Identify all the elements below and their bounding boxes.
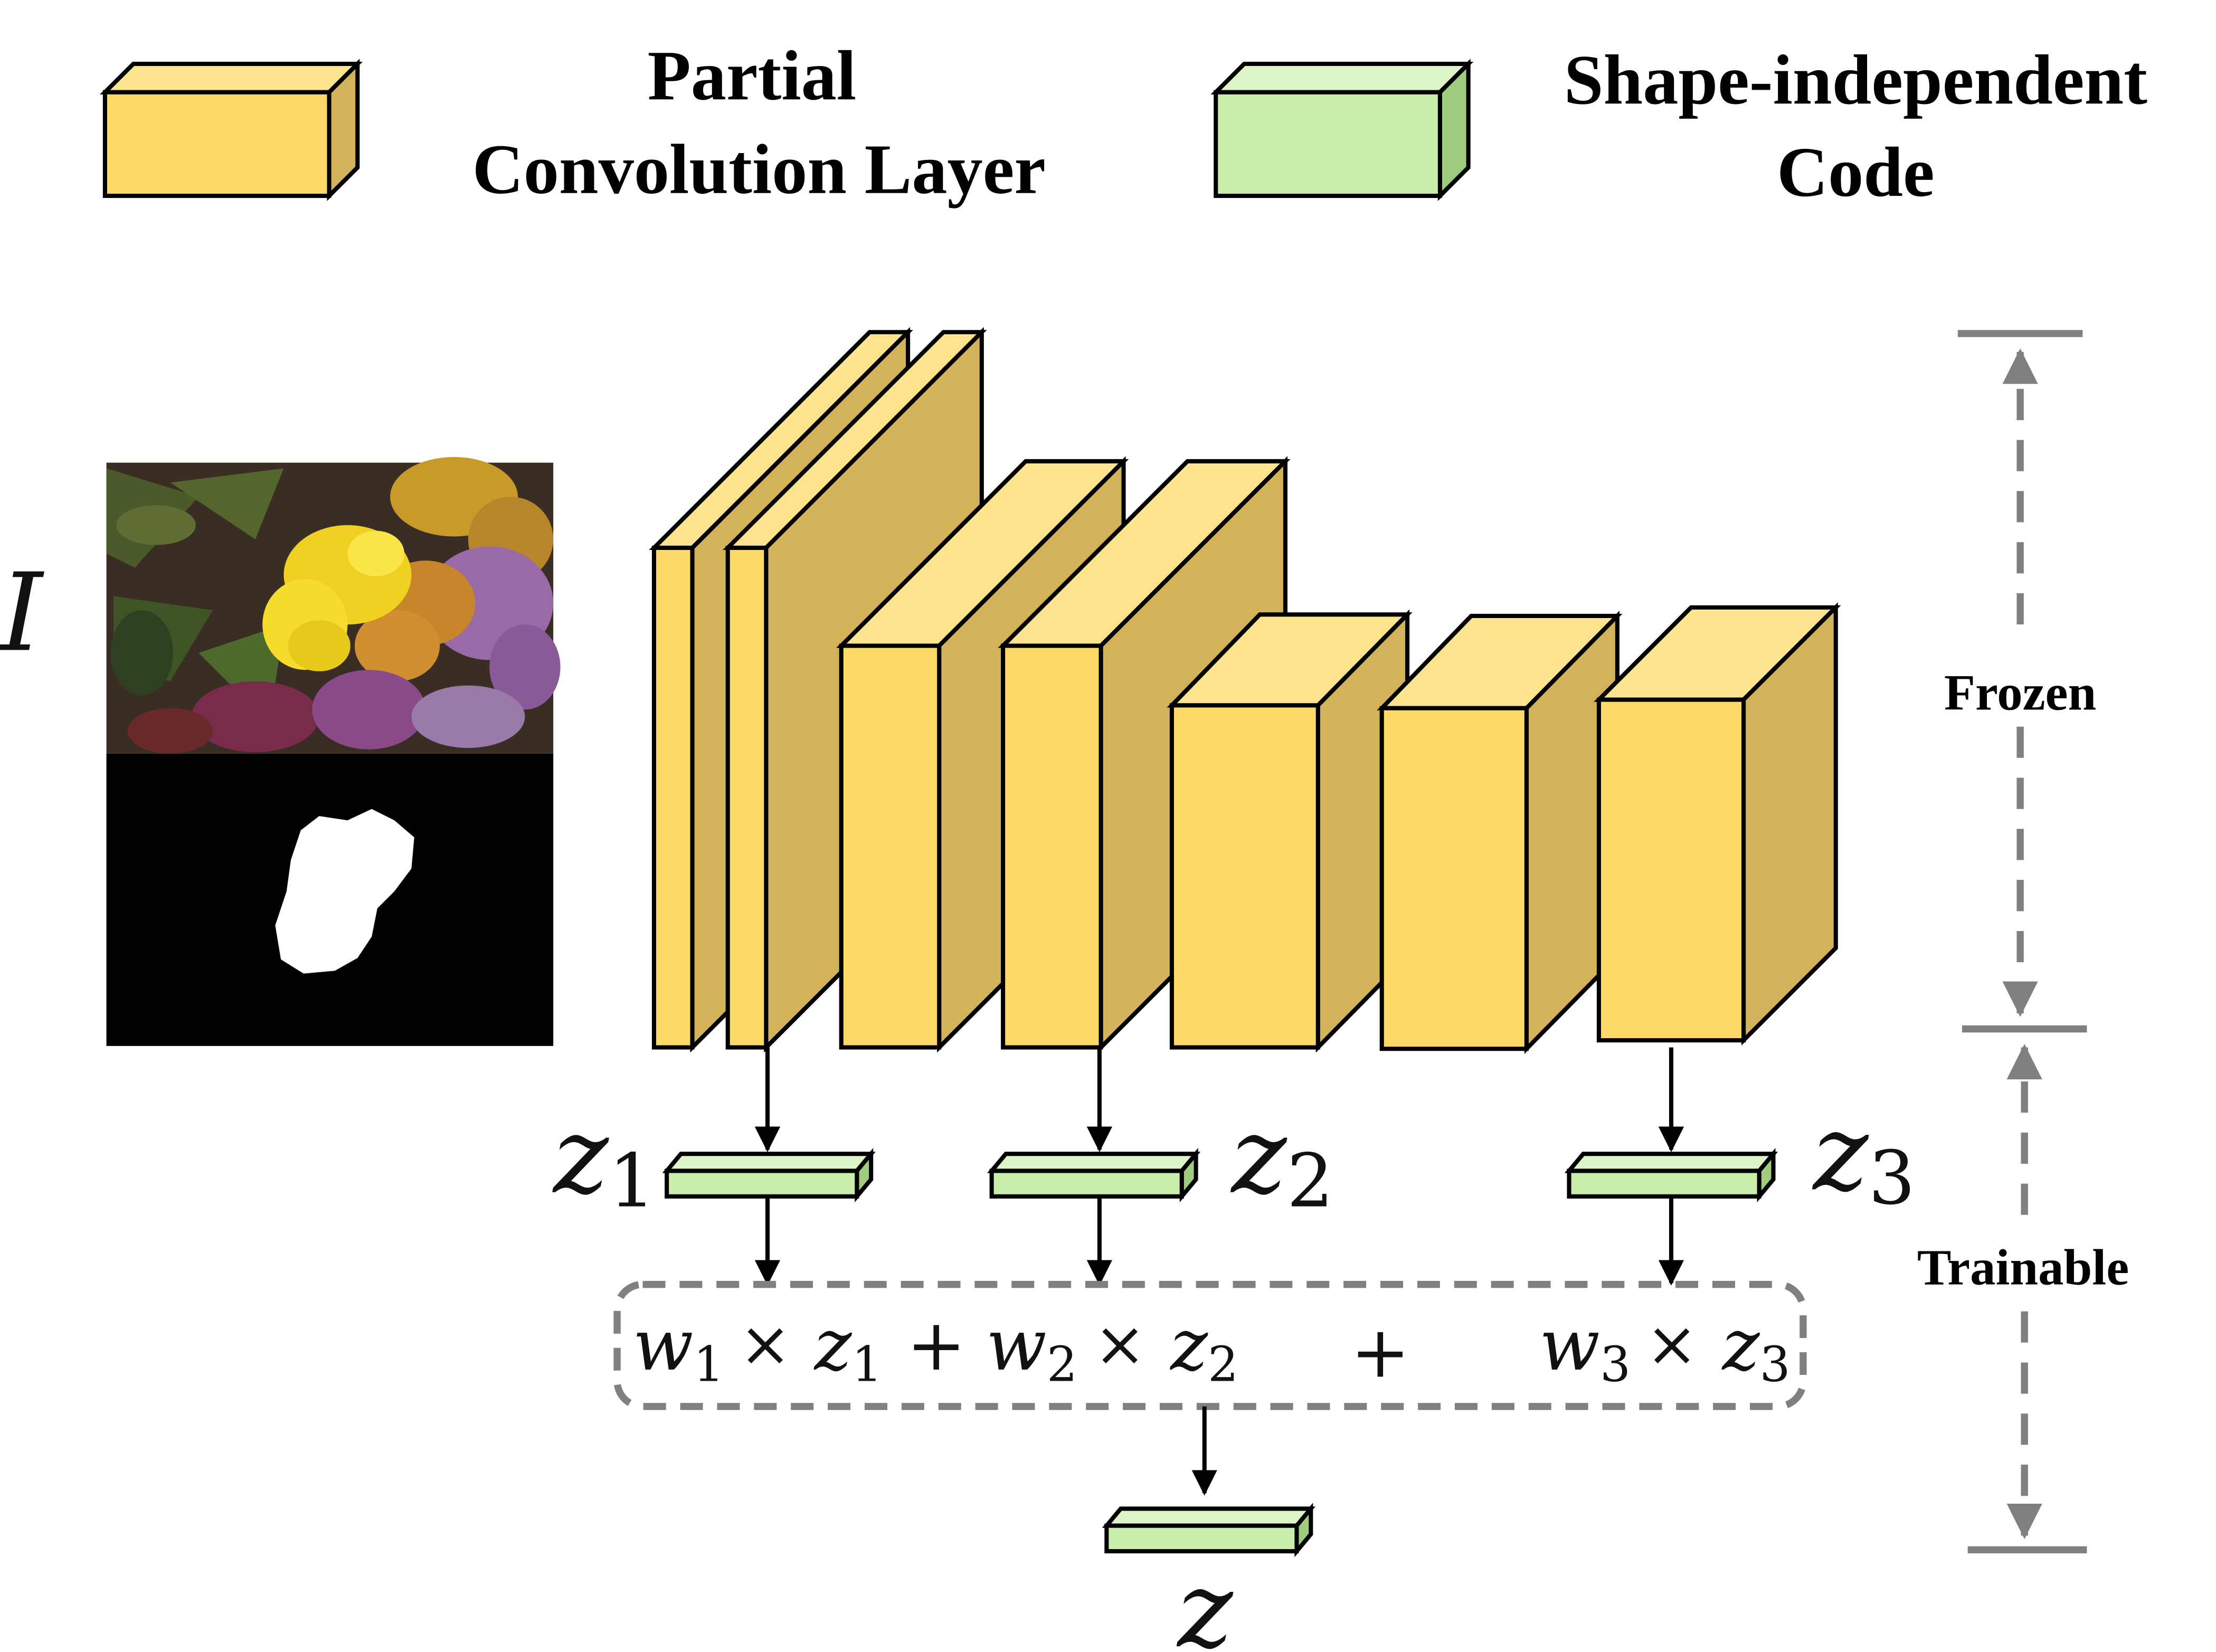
trainable-label: Trainable: [1917, 1239, 2129, 1296]
code-label-z2: z2: [1230, 1095, 1334, 1224]
legend-conv-label-line1: Partial: [648, 36, 857, 115]
input-label: I: [0, 550, 44, 676]
term-w2: w2: [986, 1304, 1077, 1393]
weighted-sum-formula: w1 × z1 + w2 × z2 + w3 × z3: [633, 1304, 1791, 1393]
term-z2: z2: [1169, 1304, 1238, 1393]
legend-conv-swatch: [100, 59, 363, 201]
code-label-z1: z1: [552, 1095, 656, 1224]
encoder-layers: [649, 327, 1841, 1055]
plus-1: +: [906, 1304, 966, 1387]
code-to-formula-arrows: [754, 1196, 1684, 1286]
frozen-bracket: [1957, 330, 2087, 1033]
code-label-z: z: [1177, 1549, 1234, 1652]
legend-conv-label-line2: Convolution Layer: [472, 130, 1046, 209]
trainable-bracket: [1967, 1043, 2087, 1554]
conv-layer-7: [1594, 602, 1841, 1046]
frozen-label: Frozen: [1944, 664, 2096, 720]
code-bar-z3: [1564, 1148, 1778, 1202]
term-z1: z1: [813, 1304, 883, 1393]
legend-code-swatch: [1210, 59, 1474, 201]
legend-code-label-line2: Code: [1777, 133, 1935, 212]
term-w3: w3: [1539, 1304, 1631, 1393]
code-bar-z1: [662, 1148, 876, 1202]
term-z3: z3: [1721, 1304, 1791, 1393]
times-3: ×: [1646, 1307, 1698, 1380]
code-bar-z2: [987, 1148, 1201, 1202]
times-2: ×: [1094, 1307, 1146, 1380]
input-mask: [106, 753, 554, 1046]
input-image: [106, 457, 561, 754]
term-w1-z1: w1: [633, 1304, 724, 1393]
plus-2: +: [1351, 1311, 1410, 1393]
legend-code-label-line1: Shape-independent: [1564, 41, 2147, 119]
formula-box: [613, 1280, 1807, 1410]
legend: Partial Convolution Layer Shape-independ…: [100, 36, 2147, 212]
code-bar-z: [1102, 1503, 1315, 1558]
layer-to-code-arrows: [754, 1047, 1684, 1152]
conv-layer-6: [1377, 611, 1623, 1055]
conv-layer-5: [1167, 609, 1413, 1053]
times-1: ×: [739, 1307, 791, 1380]
code-label-z3: z3: [1812, 1091, 1916, 1221]
